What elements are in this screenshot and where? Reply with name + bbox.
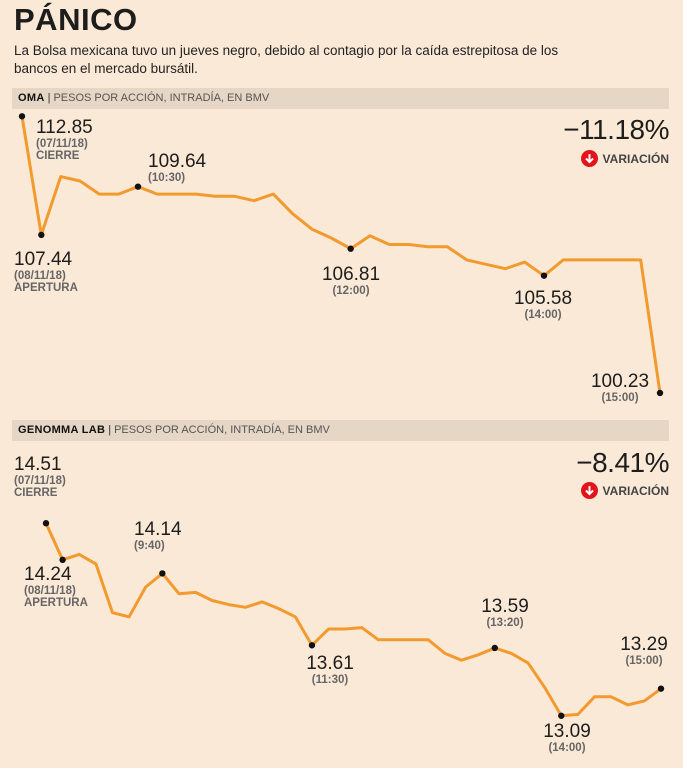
genomma-change-percent: −8.41% bbox=[576, 447, 669, 478]
oma-change-label: VARIACIÓN bbox=[602, 151, 669, 166]
data-label: 14.51 bbox=[14, 454, 62, 475]
genomma-label-close: 14.51 (07/11/18) CIERRE bbox=[14, 455, 66, 499]
oma-label-close: 112.85 (07/11/18) CIERRE bbox=[36, 118, 93, 162]
data-time: (14:00) bbox=[524, 308, 562, 321]
data-time: (15:00) bbox=[625, 654, 663, 667]
genomma-description: PESOS POR ACCIÓN, INTRADÍA, EN BMV bbox=[114, 424, 330, 436]
data-label: 100.23 bbox=[590, 371, 650, 392]
data-date: (08/11/18) bbox=[24, 584, 76, 597]
data-time: (12:00) bbox=[332, 284, 370, 297]
data-date: (08/11/18) bbox=[14, 269, 66, 282]
genomma-label-open: 14.24 (08/11/18) APERTURA bbox=[24, 565, 88, 609]
oma-description: PESOS POR ACCIÓN, INTRADÍA, EN BMV bbox=[53, 92, 270, 104]
data-time: (11:30) bbox=[311, 673, 349, 686]
down-arrow-icon bbox=[580, 482, 598, 499]
data-label: 14.24 bbox=[24, 564, 72, 585]
data-label: 13.61 bbox=[306, 653, 354, 674]
oma-label-1200: 106.81 (12:00) bbox=[313, 265, 389, 297]
data-label: 105.58 bbox=[513, 288, 573, 309]
data-point-marker bbox=[540, 272, 548, 279]
data-tag: CIERRE bbox=[14, 487, 58, 499]
data-tag: APERTURA bbox=[14, 282, 78, 294]
data-label: 13.09 bbox=[543, 721, 591, 742]
data-label: 13.59 bbox=[481, 596, 529, 617]
data-point-marker bbox=[308, 642, 316, 649]
data-point-marker bbox=[159, 570, 166, 577]
data-time: (13:20) bbox=[486, 616, 524, 629]
genomma-label-1320: 13.59 (13:20) bbox=[467, 597, 543, 629]
oma-label-1500: 100.23 (15:00) bbox=[582, 372, 658, 404]
data-point-marker bbox=[657, 685, 665, 692]
oma-ticker: OMA bbox=[18, 92, 45, 104]
data-label: 14.14 bbox=[134, 519, 182, 540]
data-time: (10:30) bbox=[148, 171, 186, 184]
genomma-label-1130: 13.61 (11:30) bbox=[292, 654, 368, 686]
data-time: (9:40) bbox=[134, 539, 165, 552]
oma-price-line bbox=[20, 116, 662, 394]
data-label: 112.85 bbox=[36, 117, 93, 138]
down-arrow-icon bbox=[580, 150, 598, 167]
data-label: 13.29 bbox=[620, 634, 668, 655]
data-tag: APERTURA bbox=[24, 597, 88, 609]
data-date: (07/11/18) bbox=[14, 474, 66, 487]
data-point-marker bbox=[134, 183, 142, 190]
data-point-marker bbox=[38, 231, 45, 239]
data-point-marker bbox=[59, 556, 66, 564]
genomma-header-band: GENOMMA LAB | PESOS POR ACCIÓN, INTRADÍA, … bbox=[12, 420, 669, 441]
genomma-label-1500: 13.29 (15:00) bbox=[612, 635, 676, 667]
data-label: 106.81 bbox=[321, 264, 381, 285]
data-time: (14:00) bbox=[548, 741, 586, 754]
genomma-ticker: GENOMMA LAB bbox=[18, 424, 106, 436]
genomma-label-1400: 13.09 (14:00) bbox=[529, 722, 605, 754]
genomma-change-label: VARIACIÓN bbox=[602, 483, 669, 498]
genomma-price-line bbox=[44, 522, 662, 718]
data-point-marker bbox=[656, 389, 664, 397]
data-point-marker bbox=[18, 113, 26, 120]
data-tag: CIERRE bbox=[36, 150, 80, 162]
data-time: (15:00) bbox=[601, 391, 639, 404]
page-subtitle: La Bolsa mexicana tuvo un jueves negro, … bbox=[14, 43, 559, 76]
genomma-change-badge: VARIACIÓN bbox=[580, 482, 669, 499]
data-label: 107.44 bbox=[14, 249, 73, 270]
data-point-marker bbox=[42, 520, 50, 527]
data-point-marker bbox=[491, 644, 498, 652]
oma-label-1030: 109.64 (10:30) bbox=[148, 152, 206, 184]
oma-label-open: 107.44 (08/11/18) APERTURA bbox=[14, 250, 78, 294]
oma-change-percent: −11.18% bbox=[563, 114, 669, 145]
page-title: PÁNICO bbox=[14, 2, 138, 37]
data-point-marker bbox=[558, 712, 565, 719]
genomma-label-0940: 14.14 (9:40) bbox=[134, 520, 182, 552]
data-date: (07/11/18) bbox=[36, 137, 88, 150]
oma-label-1400: 105.58 (14:00) bbox=[505, 289, 581, 321]
data-point-marker bbox=[347, 245, 354, 252]
data-label: 109.64 bbox=[148, 151, 207, 172]
oma-change-badge: VARIACIÓN bbox=[580, 150, 669, 167]
oma-header-band: OMA | PESOS POR ACCIÓN, INTRADÍA, EN BMV bbox=[12, 88, 669, 109]
